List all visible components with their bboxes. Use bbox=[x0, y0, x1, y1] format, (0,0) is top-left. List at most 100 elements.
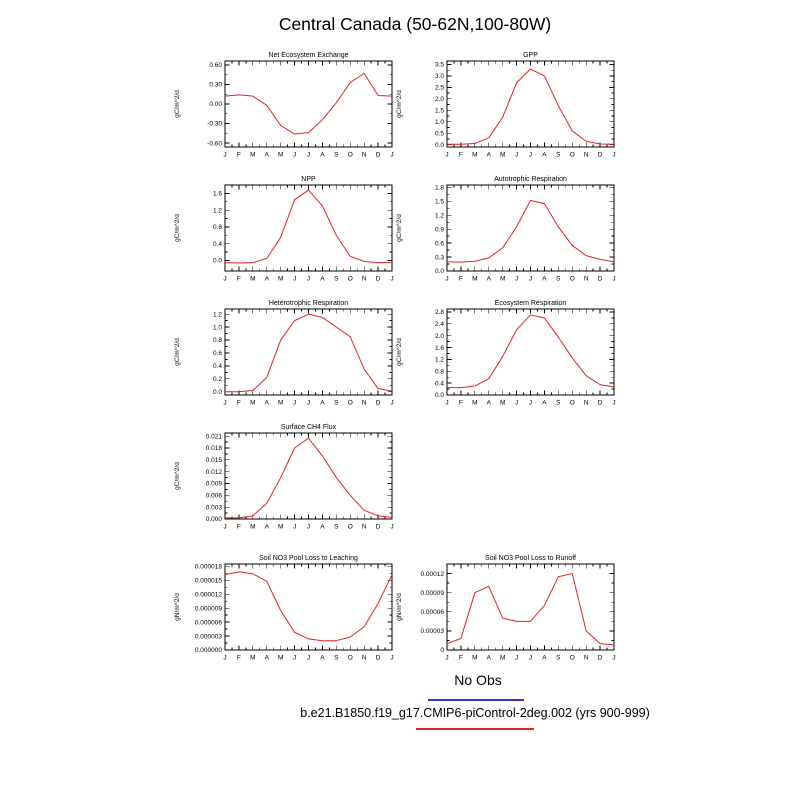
svg-text:J: J bbox=[529, 655, 532, 662]
svg-text:0.000: 0.000 bbox=[206, 516, 223, 523]
svg-text:A: A bbox=[265, 655, 270, 662]
svg-text:N: N bbox=[362, 655, 367, 662]
svg-text:N: N bbox=[584, 152, 589, 159]
svg-text:O: O bbox=[570, 400, 575, 407]
svg-text:D: D bbox=[598, 276, 603, 283]
svg-text:1.2: 1.2 bbox=[435, 357, 444, 364]
chart-svg: GPP 0.0 0.5 1.0 1.5 2.0 2.5 3.0 3.5 J F M A M J J A S O N D J… bbox=[396, 52, 616, 159]
svg-text:M: M bbox=[278, 400, 283, 407]
svg-text:1.5: 1.5 bbox=[435, 198, 444, 205]
svg-text:F: F bbox=[237, 524, 241, 531]
svg-text:A: A bbox=[265, 152, 270, 159]
svg-text:J: J bbox=[293, 400, 296, 407]
svg-text:J: J bbox=[612, 655, 615, 662]
svg-text:J: J bbox=[390, 276, 393, 283]
chart-svg: Soil NO3 Pool Loss to Runoff 0 0.00003 0.00… bbox=[396, 555, 616, 662]
svg-text:0.000009: 0.000009 bbox=[195, 605, 222, 612]
svg-text:D: D bbox=[376, 524, 381, 531]
svg-text:J: J bbox=[307, 655, 310, 662]
svg-text:S: S bbox=[556, 655, 561, 662]
svg-text:0.012: 0.012 bbox=[206, 469, 223, 476]
svg-text:0.0: 0.0 bbox=[435, 268, 444, 275]
svg-text:0.009: 0.009 bbox=[206, 481, 223, 488]
chart-svg: Heterotrophic Respiration 0.0 0.2 0.4 0.6 0.8… bbox=[174, 300, 394, 407]
svg-text:3.5: 3.5 bbox=[435, 62, 444, 69]
svg-text:gC/m^2/d: gC/m^2/d bbox=[174, 338, 181, 366]
svg-text:J: J bbox=[307, 152, 310, 159]
svg-text:J: J bbox=[515, 655, 518, 662]
svg-text:M: M bbox=[250, 655, 255, 662]
svg-text:2.5: 2.5 bbox=[435, 85, 444, 92]
svg-text:S: S bbox=[334, 276, 339, 283]
svg-text:Net Ecosystem Exchange: Net Ecosystem Exchange bbox=[268, 52, 348, 59]
svg-text:3.0: 3.0 bbox=[435, 73, 444, 80]
svg-text:0.00012: 0.00012 bbox=[421, 571, 445, 578]
svg-text:O: O bbox=[348, 524, 353, 531]
svg-text:J: J bbox=[612, 152, 615, 159]
svg-text:N: N bbox=[362, 276, 367, 283]
svg-text:A: A bbox=[542, 400, 547, 407]
svg-text:0.0: 0.0 bbox=[213, 389, 222, 396]
svg-text:J: J bbox=[515, 152, 518, 159]
legend-no-obs-line bbox=[428, 699, 524, 701]
svg-text:gC/m^2/d: gC/m^2/d bbox=[396, 90, 403, 118]
svg-text:F: F bbox=[459, 152, 463, 159]
svg-text:Soil NO3 Pool Loss to Leaching: Soil NO3 Pool Loss to Leaching bbox=[259, 555, 358, 562]
svg-text:J: J bbox=[223, 152, 226, 159]
svg-text:M: M bbox=[278, 655, 283, 662]
chart-panel-net-ecosystem-exchange: Net Ecosystem Exchange -0.60 -0.30 0.00 0.30… bbox=[163, 48, 398, 166]
svg-text:O: O bbox=[570, 152, 575, 159]
svg-text:D: D bbox=[376, 152, 381, 159]
svg-text:J: J bbox=[445, 152, 448, 159]
svg-text:N: N bbox=[584, 655, 589, 662]
svg-text:J: J bbox=[390, 400, 393, 407]
chart-svg: Ecosystem Respiration 0.0 0.4 0.8 1.2 1.6 2.0 2… bbox=[396, 300, 616, 407]
svg-text:0.8: 0.8 bbox=[435, 368, 444, 375]
svg-text:gC/m^2/d: gC/m^2/d bbox=[396, 214, 403, 242]
svg-text:0.00003: 0.00003 bbox=[421, 628, 445, 635]
svg-text:N: N bbox=[362, 524, 367, 531]
svg-text:M: M bbox=[278, 524, 283, 531]
svg-text:0.4: 0.4 bbox=[213, 241, 222, 248]
chart-panel-ecosystem-respiration: Ecosystem Respiration 0.0 0.4 0.8 1.2 1.6 2.0 2… bbox=[385, 296, 620, 414]
svg-text:A: A bbox=[320, 655, 325, 662]
svg-text:0.000015: 0.000015 bbox=[195, 577, 222, 584]
svg-text:0: 0 bbox=[440, 647, 444, 654]
svg-text:0.5: 0.5 bbox=[435, 130, 444, 137]
svg-text:0.4: 0.4 bbox=[435, 380, 444, 387]
legend-model-line bbox=[416, 728, 534, 730]
svg-text:M: M bbox=[472, 276, 477, 283]
svg-text:O: O bbox=[348, 152, 353, 159]
svg-text:2.4: 2.4 bbox=[435, 321, 444, 328]
svg-text:1.0: 1.0 bbox=[213, 324, 222, 331]
svg-text:N: N bbox=[362, 400, 367, 407]
svg-text:0.9: 0.9 bbox=[435, 226, 444, 233]
svg-text:Surface CH4 Flux: Surface CH4 Flux bbox=[281, 424, 337, 431]
svg-text:1.2: 1.2 bbox=[213, 207, 222, 214]
svg-text:S: S bbox=[556, 276, 561, 283]
svg-text:gC/m^2/d: gC/m^2/d bbox=[396, 338, 403, 366]
svg-text:2.8: 2.8 bbox=[435, 309, 444, 316]
svg-text:O: O bbox=[348, 400, 353, 407]
svg-text:F: F bbox=[237, 400, 241, 407]
legend-no-obs-label: No Obs bbox=[454, 672, 502, 688]
svg-text:0.60: 0.60 bbox=[209, 62, 222, 69]
svg-text:J: J bbox=[515, 400, 518, 407]
svg-text:D: D bbox=[598, 400, 603, 407]
svg-text:J: J bbox=[307, 400, 310, 407]
svg-text:1.6: 1.6 bbox=[435, 345, 444, 352]
svg-text:J: J bbox=[445, 276, 448, 283]
svg-text:D: D bbox=[598, 152, 603, 159]
svg-text:J: J bbox=[390, 655, 393, 662]
chart-panel-surface-ch4-flux: Surface CH4 Flux 0.000 0.003 0.006 0.009 0.01… bbox=[163, 420, 398, 538]
svg-text:J: J bbox=[223, 655, 226, 662]
svg-text:M: M bbox=[278, 152, 283, 159]
svg-text:J: J bbox=[307, 524, 310, 531]
svg-text:M: M bbox=[500, 400, 505, 407]
svg-text:0.30: 0.30 bbox=[209, 82, 222, 89]
svg-text:S: S bbox=[556, 400, 561, 407]
chart-svg: Surface CH4 Flux 0.000 0.003 0.006 0.009 0.01… bbox=[174, 424, 394, 531]
svg-text:0.006: 0.006 bbox=[206, 493, 223, 500]
svg-text:F: F bbox=[237, 152, 241, 159]
